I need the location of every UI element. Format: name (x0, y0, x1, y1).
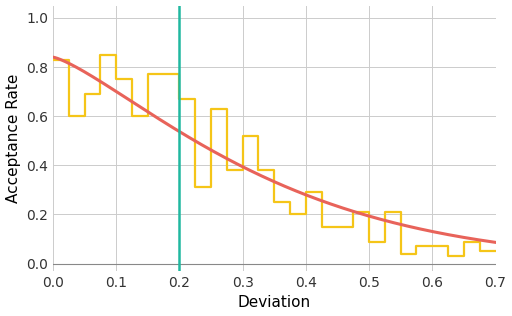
X-axis label: Deviation: Deviation (238, 295, 311, 310)
Y-axis label: Acceptance Rate: Acceptance Rate (6, 74, 20, 203)
